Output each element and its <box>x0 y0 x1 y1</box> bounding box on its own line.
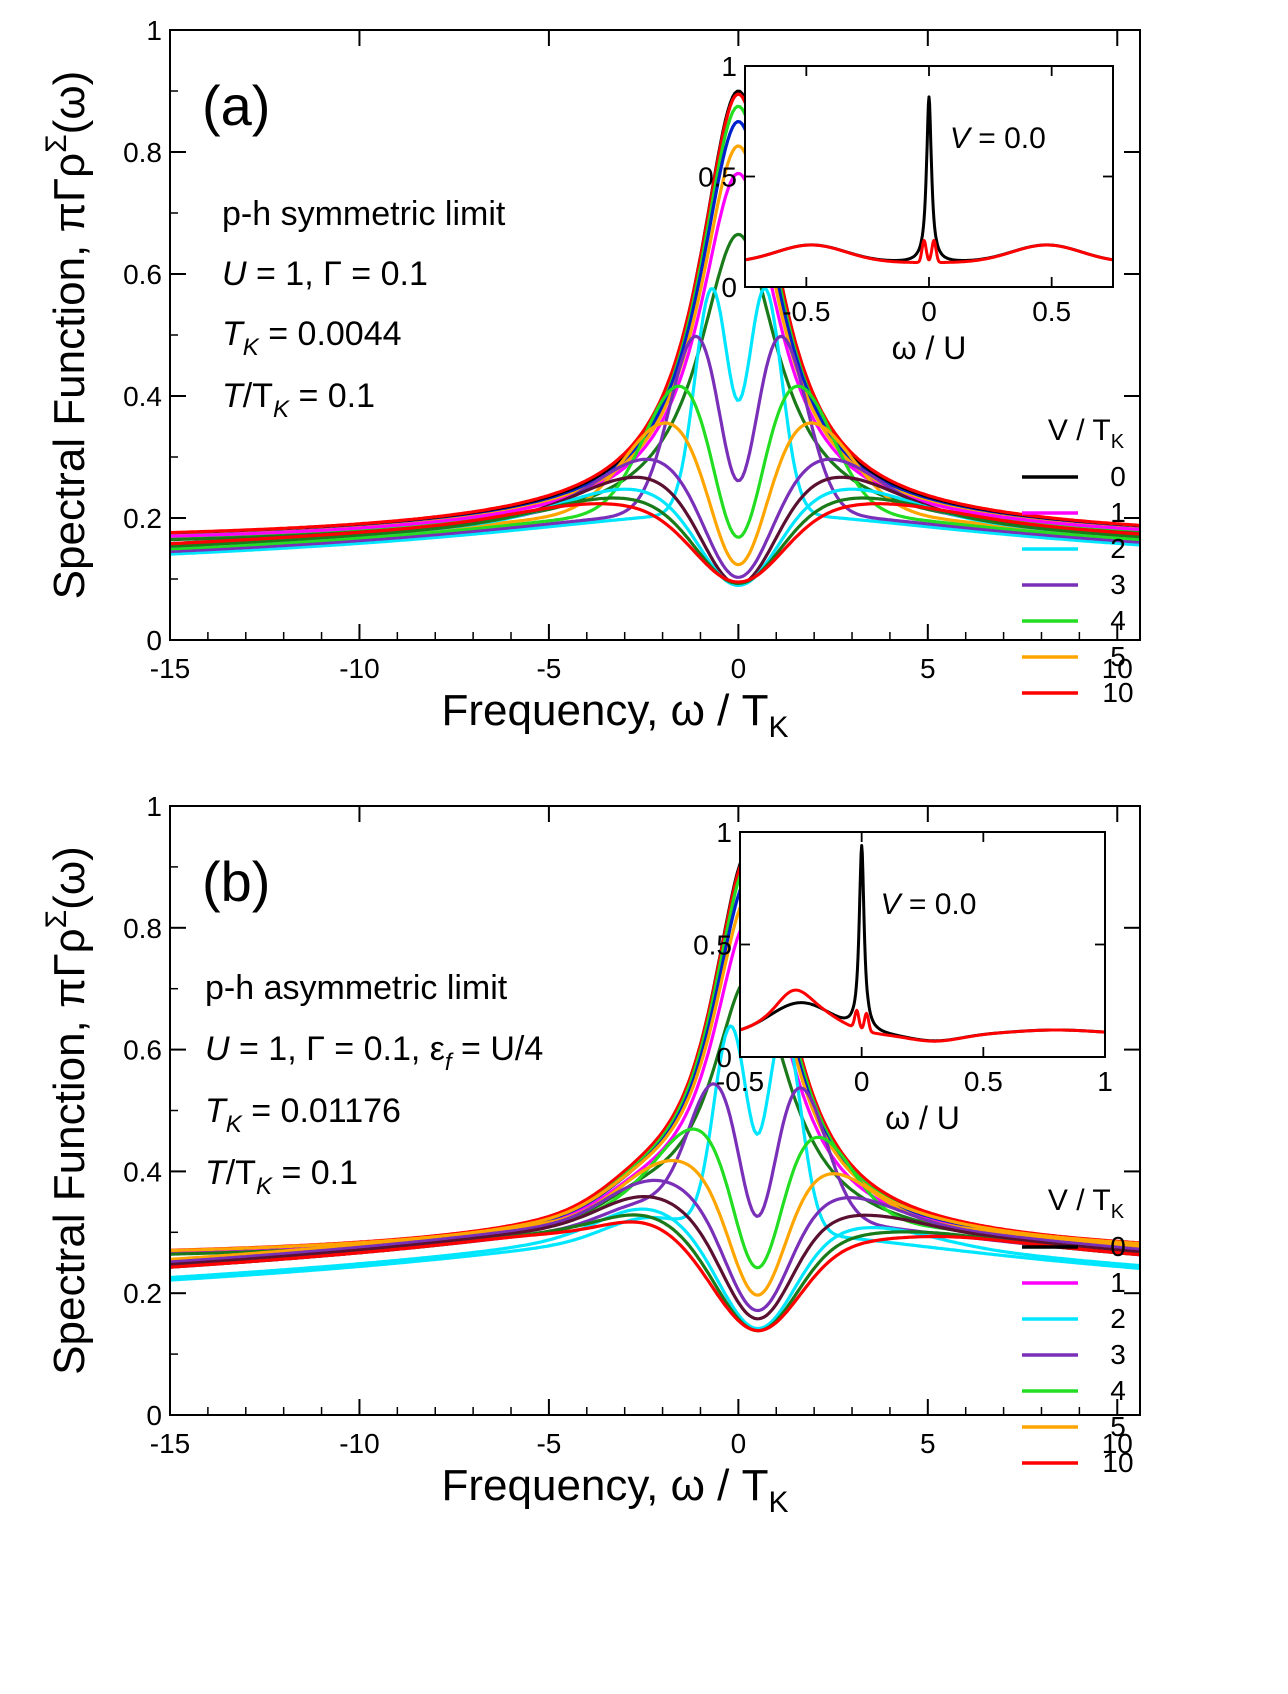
legend-title: V / TK <box>1048 1184 1125 1223</box>
inset-bg <box>740 832 1105 1057</box>
inset-annotation: V = 0.0 <box>881 888 977 921</box>
legend-label-4: 4 <box>1110 605 1126 636</box>
inset-annotation: V = 0.0 <box>950 122 1046 155</box>
annotation-0: p-h asymmetric limit <box>205 969 508 1007</box>
inset-y-tick-label: 1 <box>716 817 732 848</box>
inset-x-axis-label: ω / U <box>885 1100 960 1136</box>
x-tick-label: -10 <box>339 1428 379 1459</box>
inset-x-tick-label: -0.5 <box>716 1066 764 1097</box>
y-tick-label: 0.6 <box>123 259 162 290</box>
legend-title: V / TK <box>1048 414 1125 453</box>
y-tick-label: 1 <box>146 15 162 46</box>
inset-curve-1 <box>740 988 1105 1043</box>
legend-label-1: 1 <box>1110 497 1126 528</box>
annotation-1: U = 1, Γ = 0.1, εf = U/4 <box>205 1030 543 1076</box>
y-tick-label: 0 <box>146 1400 162 1431</box>
x-tick-label: 0 <box>731 653 747 684</box>
x-tick-label: 5 <box>920 1428 936 1459</box>
curve-10-15 <box>170 502 1140 584</box>
x-axis-label: Frequency, ω / TK <box>442 686 789 744</box>
x-axis-label: Frequency, ω / TK <box>442 1461 789 1519</box>
legend-label-10: 10 <box>1102 677 1133 708</box>
inset-x-tick-label: 0.5 <box>1032 296 1071 327</box>
curve-extra-12 <box>170 1194 1140 1321</box>
legend-label-0: 0 <box>1110 461 1126 492</box>
inset-x-tick-label: -0.5 <box>782 296 830 327</box>
y-tick-label: 0.2 <box>123 1278 162 1309</box>
curve-extra-13 <box>170 1207 1140 1331</box>
legend-label-0: 0 <box>1110 1231 1126 1262</box>
y-tick-label: 0.8 <box>123 137 162 168</box>
panel-label: (a) <box>202 74 270 137</box>
curve-10-15 <box>170 1220 1140 1333</box>
curve-4-9 <box>170 384 1140 551</box>
x-tick-label: -15 <box>150 1428 190 1459</box>
y-tick-label: 0.2 <box>123 503 162 534</box>
x-tick-label: 10 <box>1102 653 1133 684</box>
legend-label-3: 3 <box>1110 569 1126 600</box>
annotation-3: T/TK = 0.1 <box>222 377 375 423</box>
inset-y-tick-label: 0.5 <box>698 162 737 193</box>
y-axis-label: Spectral Function, πΓρΣ(ω) <box>40 71 94 600</box>
x-tick-label: -5 <box>536 1428 561 1459</box>
annotation-3: T/TK = 0.1 <box>205 1154 358 1200</box>
inset-y-tick-label: 0 <box>721 272 737 303</box>
inset-curves <box>740 844 1105 1043</box>
legend-label-1: 1 <box>1110 1267 1126 1298</box>
legend-label-10: 10 <box>1102 1447 1133 1478</box>
y-tick-label: 0.8 <box>123 913 162 944</box>
inset-x-tick-label: 0.5 <box>964 1066 1003 1097</box>
annotation-1: U = 1, Γ = 0.1 <box>222 255 428 293</box>
x-tick-label: 5 <box>920 653 936 684</box>
y-tick-label: 0.4 <box>123 381 162 412</box>
x-tick-label: 0 <box>731 1428 747 1459</box>
y-tick-label: 0.6 <box>123 1035 162 1066</box>
annotation-0: p-h symmetric limit <box>222 195 506 233</box>
annotation-2: TK = 0.0044 <box>222 315 402 361</box>
curves <box>170 89 1140 588</box>
curve-1-5 <box>170 171 1140 538</box>
x-tick-label: -10 <box>339 653 379 684</box>
y-tick-label: 0.4 <box>123 1156 162 1187</box>
inset-curves <box>745 95 1113 264</box>
inset-y-tick-label: 1 <box>721 51 737 82</box>
annotation-2: TK = 0.01176 <box>205 1092 401 1138</box>
inset-x-tick-label: 0 <box>921 296 937 327</box>
legend-label-4: 4 <box>1110 1375 1126 1406</box>
inset-x-tick-label: 0 <box>854 1066 870 1097</box>
inset-curve-1 <box>745 239 1113 264</box>
y-tick-label: 0 <box>146 625 162 656</box>
panel-label: (b) <box>202 850 270 913</box>
curve-extra-4 <box>170 892 1140 1253</box>
inset-y-tick-label: 0 <box>716 1042 732 1073</box>
legend-label-3: 3 <box>1110 1339 1126 1370</box>
curve-extra-14 <box>170 496 1140 586</box>
legend-label-5: 5 <box>1110 641 1126 672</box>
y-axis-label: Spectral Function, πΓρΣ(ω) <box>40 846 94 1375</box>
legend-label-2: 2 <box>1110 533 1126 564</box>
x-tick-label: 10 <box>1102 1428 1133 1459</box>
x-tick-label: -5 <box>536 653 561 684</box>
inset-x-tick-label: 1 <box>1097 1066 1113 1097</box>
curves <box>170 846 1140 1333</box>
y-tick-label: 1 <box>146 791 162 822</box>
legend-label-2: 2 <box>1110 1303 1126 1334</box>
curve-5-10 <box>170 1158 1140 1297</box>
inset-x-axis-label: ω / U <box>892 330 967 366</box>
curve-extra-11 <box>170 1178 1140 1313</box>
legend-label-5: 5 <box>1110 1411 1126 1442</box>
x-tick-label: -15 <box>150 653 190 684</box>
inset-y-tick-label: 0.5 <box>693 930 732 961</box>
